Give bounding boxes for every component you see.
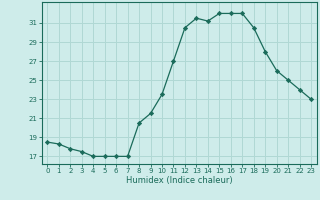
X-axis label: Humidex (Indice chaleur): Humidex (Indice chaleur) (126, 176, 233, 185)
